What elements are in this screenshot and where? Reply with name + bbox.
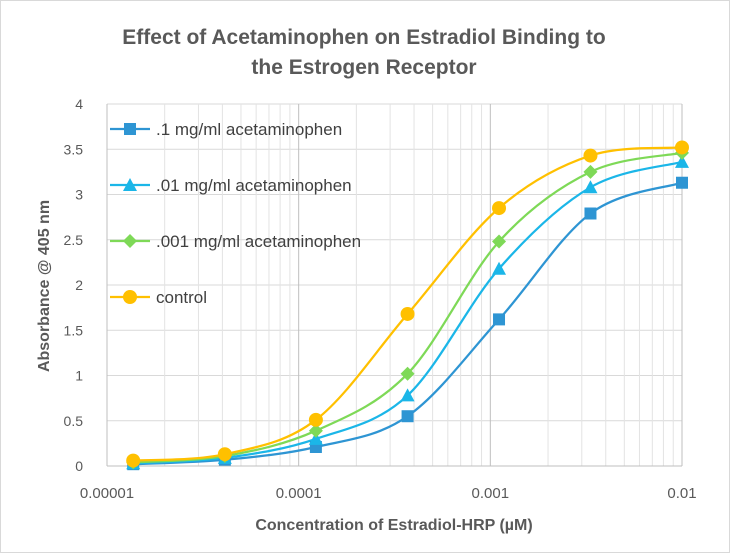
legend-marker-2 [123, 234, 137, 248]
data-point-s0-4 [493, 313, 506, 326]
x-tick-labels: 0.00001 0.0001 0.001 0.01 [80, 485, 697, 502]
x-tick-label: 0.0001 [276, 485, 322, 502]
data-point-s3-5 [583, 148, 598, 163]
y-tick-label: 1 [75, 368, 83, 384]
data-point-s0-6 [676, 176, 688, 189]
chart-title-line-2: the Estrogen Receptor [251, 56, 476, 79]
legend-label-0: .1 mg/ml acetaminophen [156, 120, 342, 139]
legend-label-3: control [156, 288, 207, 307]
data-point-s2-3 [400, 366, 415, 381]
legend: .1 mg/ml acetaminophen .01 mg/ml acetamin… [110, 120, 361, 307]
legend-label-2: .001 mg/ml acetaminophen [156, 232, 361, 251]
data-point-s3-3 [400, 306, 415, 321]
data-point-s0-3 [401, 410, 414, 423]
x-axis-label: Concentration of Estradiol-HRP (µM) [255, 517, 532, 534]
y-axis-label: Absorbance @ 405 nm [36, 200, 53, 372]
y-tick-label: 0.5 [64, 413, 84, 429]
legend-marker-3 [123, 290, 137, 304]
y-tick-label: 1.5 [64, 322, 84, 338]
x-tick-label: 0.001 [472, 485, 510, 502]
data-point-s1-5 [583, 180, 598, 194]
data-point-s3-0 [126, 453, 141, 468]
data-point-s2-4 [492, 234, 507, 249]
y-tick-label: 3.5 [64, 141, 84, 157]
y-tick-label: 3 [75, 187, 83, 203]
legend-marker-0 [124, 123, 136, 135]
data-point-s0-5 [584, 207, 597, 220]
data-point-s3-2 [308, 412, 323, 427]
data-point-s3-6 [675, 140, 689, 155]
chart-title-line-1: Effect of Acetaminophen on Estradiol Bin… [122, 26, 605, 49]
data-point-s2-5 [583, 164, 598, 179]
y-tick-label: 4 [75, 96, 83, 112]
series-group [126, 140, 689, 471]
data-point-s1-6 [675, 154, 689, 168]
y-tick-labels: 0 0.5 1 1.5 2 2.5 3 3.5 4 [64, 96, 84, 474]
data-point-s1-3 [400, 388, 415, 402]
legend-marker-1 [123, 178, 137, 191]
legend-label-1: .01 mg/ml acetaminophen [156, 176, 352, 195]
x-tick-label: 0.01 [667, 485, 696, 502]
data-point-s3-4 [492, 201, 507, 216]
data-point-s1-2 [308, 431, 323, 445]
y-tick-label: 2 [75, 277, 83, 293]
gridlines [106, 103, 683, 467]
data-point-s2-2 [308, 423, 323, 438]
x-tick-label: 0.00001 [80, 485, 134, 502]
data-point-s1-4 [492, 261, 507, 275]
data-point-s3-1 [217, 447, 232, 462]
y-tick-label: 0 [75, 458, 83, 474]
y-tick-label: 2.5 [64, 232, 84, 248]
